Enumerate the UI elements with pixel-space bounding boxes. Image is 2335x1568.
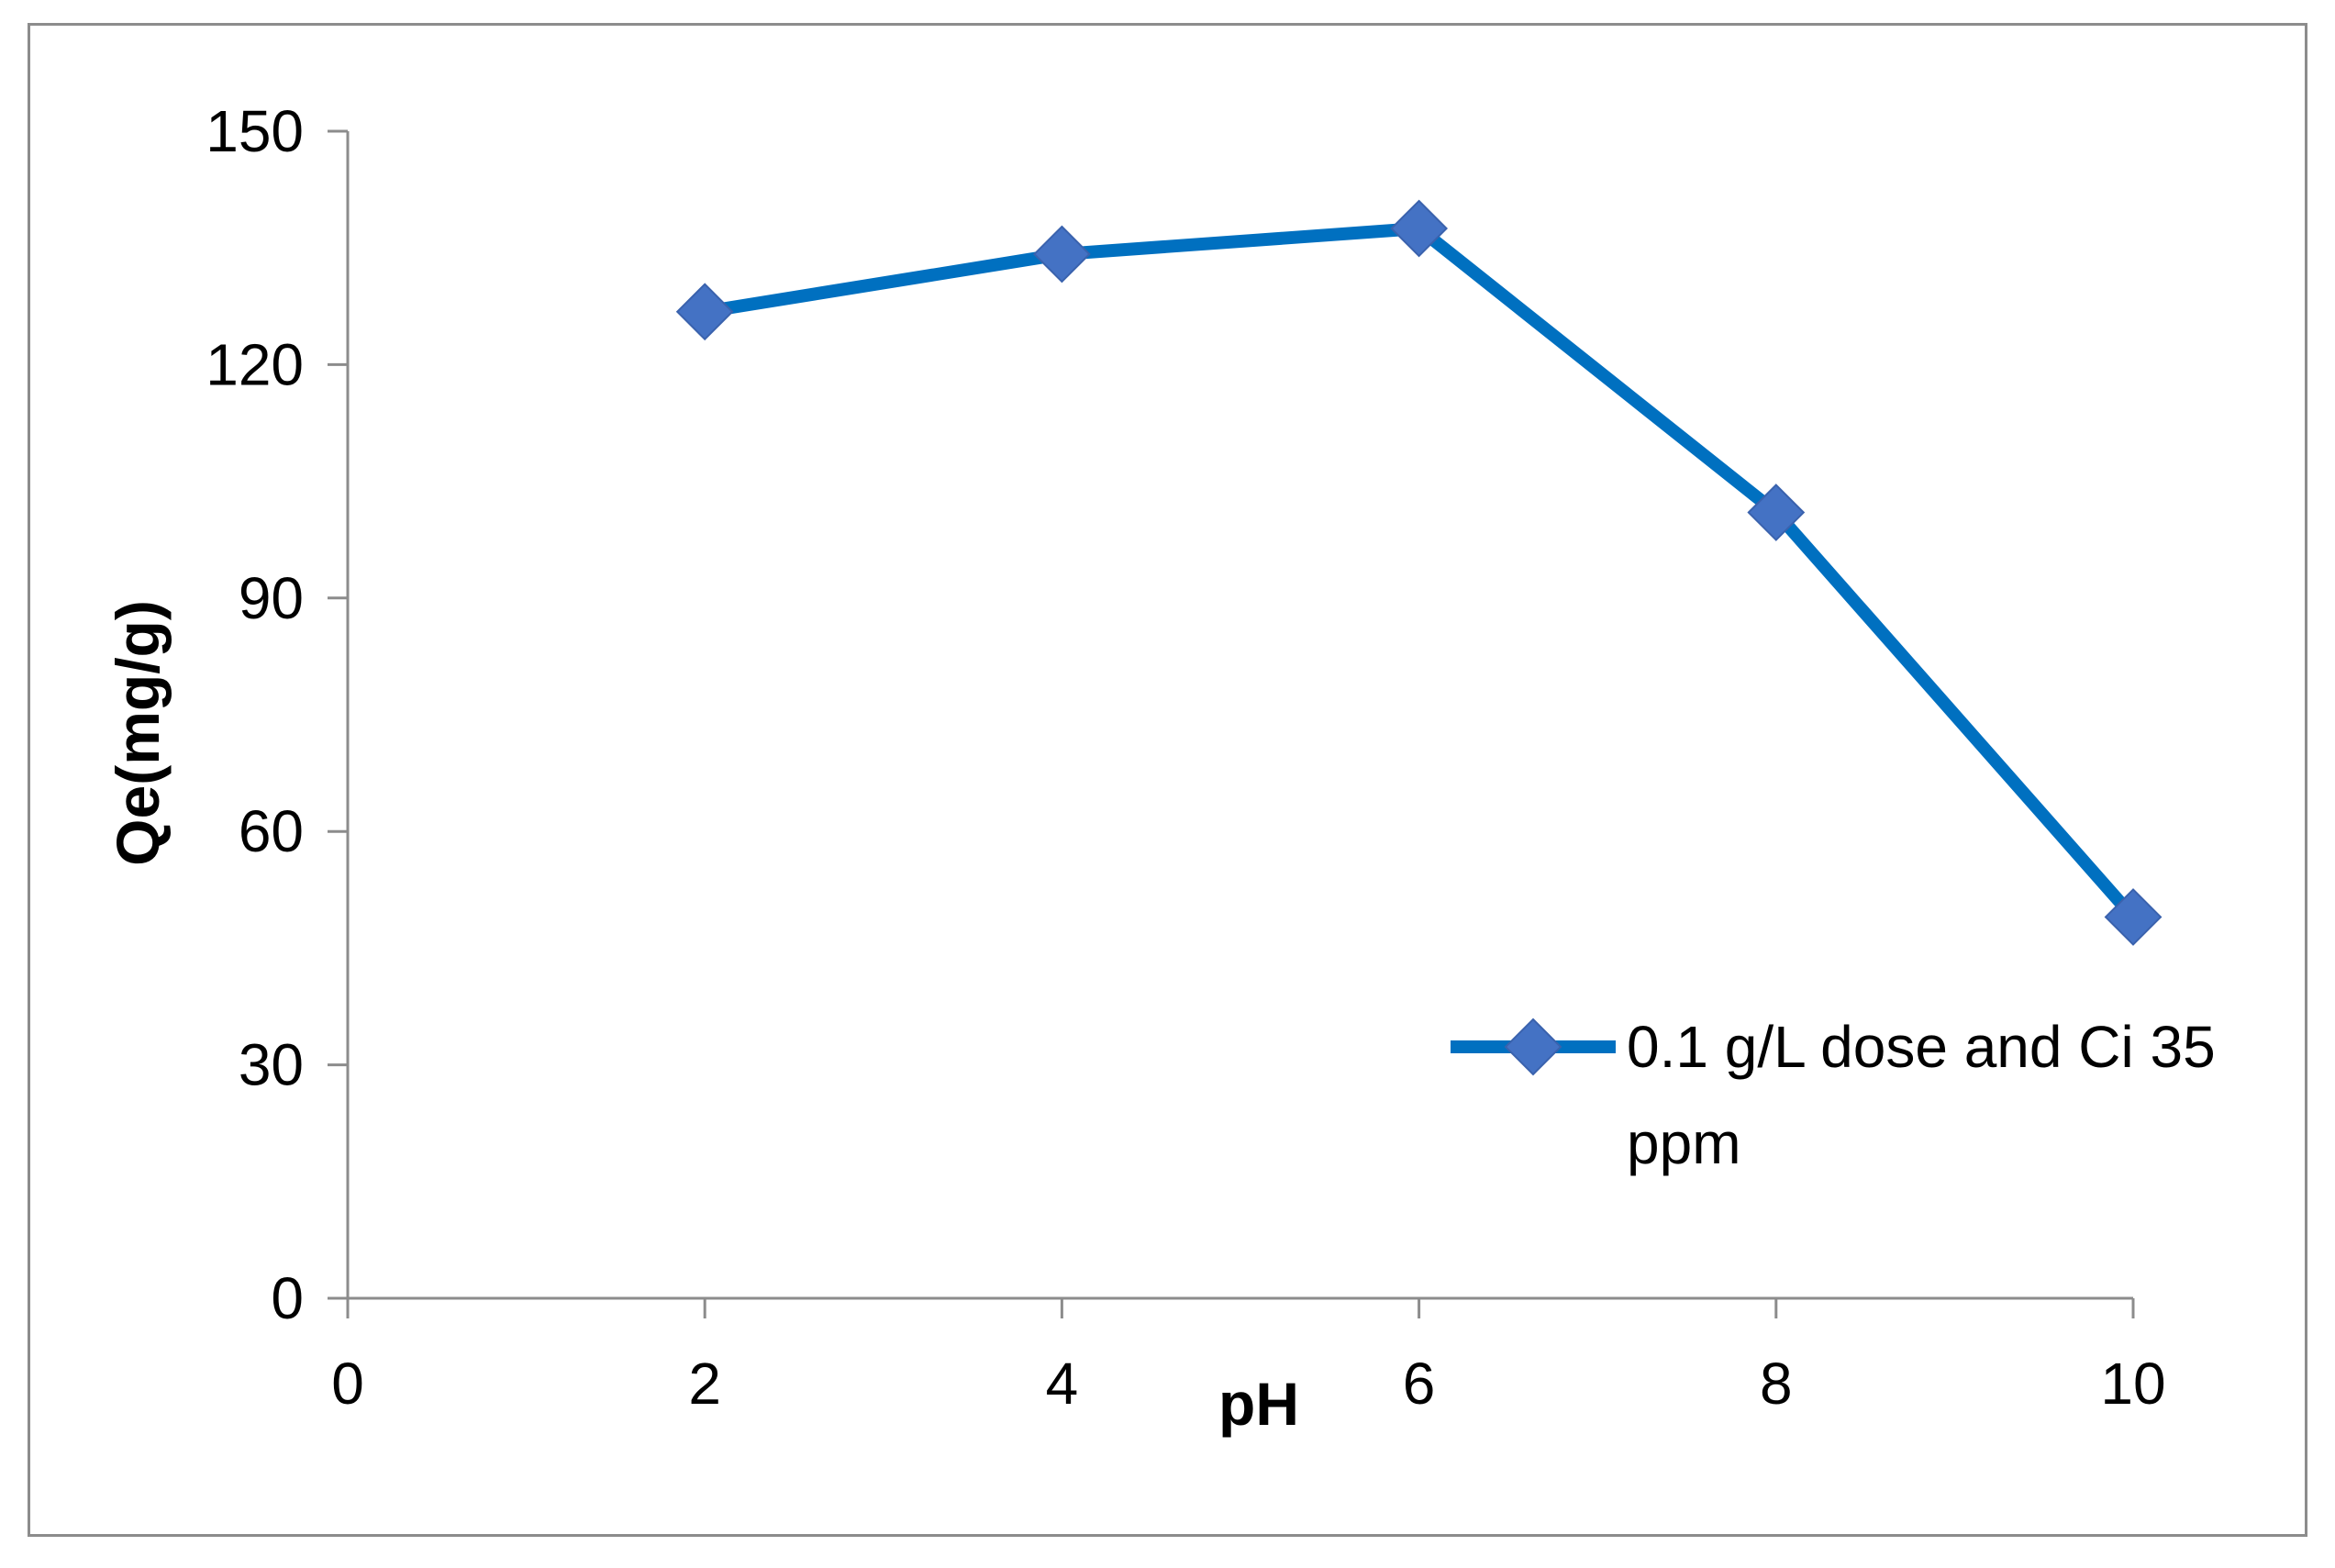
data-point-marker	[1390, 199, 1449, 258]
y-tick-label: 30	[239, 1032, 304, 1098]
y-tick-label: 150	[206, 98, 304, 164]
axes	[328, 129, 2135, 1318]
x-tick-label: 8	[1760, 1351, 1793, 1417]
line-chart: 0 30 60 90 120 150 0 2 4 6 8 10 pH Qe(mg/g) 0.1 g/L…	[104, 98, 2216, 1438]
x-tick-label: 0	[331, 1351, 364, 1417]
series-line	[704, 222, 2139, 922]
y-axis-title: Qe(mg/g)	[104, 600, 172, 866]
x-tick-label: 4	[1046, 1351, 1079, 1417]
x-tick-label: 6	[1403, 1351, 1436, 1417]
legend-label-line2: ppm	[1627, 1110, 1741, 1176]
data-point-marker	[675, 283, 734, 341]
data-point-marker	[1747, 484, 1806, 541]
chart-frame: 0 30 60 90 120 150 0 2 4 6 8 10 pH Qe(mg/g) 0.1 g/L…	[28, 23, 2307, 1537]
axis-titles: pH Qe(mg/g)	[104, 600, 1299, 1438]
y-tick-label: 60	[239, 798, 304, 864]
data-point-marker	[1032, 225, 1091, 284]
legend-diamond-marker-icon	[1504, 1018, 1562, 1076]
y-tick-label: 120	[206, 331, 304, 397]
legend: 0.1 g/L dose and Ci 35 ppm	[1451, 1014, 2216, 1176]
y-tick-label: 90	[239, 565, 304, 631]
data-point-marker	[2104, 888, 2163, 946]
x-axis-title: pH	[1218, 1370, 1299, 1438]
tick-labels: 0 30 60 90 120 150 0 2 4 6 8 10	[206, 98, 2165, 1417]
series-layer	[675, 199, 2163, 946]
x-tick-label: 10	[2100, 1351, 2165, 1417]
legend-label-line1: 0.1 g/L dose and Ci 35	[1627, 1014, 2216, 1080]
y-tick-label: 0	[271, 1265, 304, 1331]
x-tick-label: 2	[688, 1351, 721, 1417]
